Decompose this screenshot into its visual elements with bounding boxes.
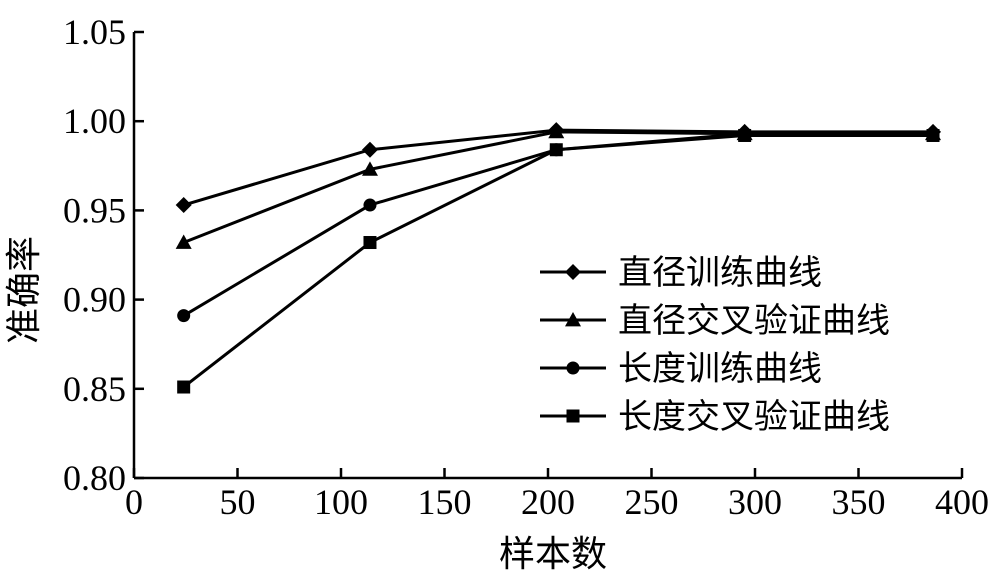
y-ticks: 0.80 0.85 0.90 0.95 1.00 1.05 — [63, 12, 144, 498]
x-ticks: 0 50 100 150 200 250 300 350 400 — [125, 468, 989, 522]
x-tick-label: 0 — [125, 482, 143, 522]
series-triangle — [175, 123, 942, 249]
series-line-diamond — [183, 128, 934, 207]
x-tick-label: 300 — [728, 482, 782, 522]
series-square — [177, 128, 940, 394]
data-point-square — [363, 236, 377, 250]
legend-label: 长度交叉验证曲线 — [618, 397, 890, 437]
legend-marker-diamond — [565, 264, 581, 280]
x-tick-label: 250 — [625, 482, 679, 522]
legend-label: 直径交叉验证曲线 — [618, 301, 890, 341]
legend-marker-triangle — [565, 312, 581, 327]
x-axis-title: 样本数 — [499, 534, 607, 573]
data-point-triangle — [175, 234, 192, 249]
y-tick-label: 1.00 — [63, 101, 126, 141]
y-tick-label: 0.95 — [63, 190, 126, 230]
x-tick-label: 150 — [418, 482, 472, 522]
x-tick-label: 350 — [832, 482, 886, 522]
y-tick-label: 0.80 — [63, 458, 126, 498]
legend-marker-circle — [566, 361, 580, 375]
data-point-diamond — [361, 141, 378, 158]
data-point-square — [177, 380, 191, 394]
y-tick-label: 0.90 — [63, 280, 126, 320]
data-point-square — [926, 128, 940, 142]
legend-label: 长度训练曲线 — [618, 349, 822, 389]
y-axis-title: 准确率 — [4, 236, 45, 344]
x-tick-label: 50 — [220, 482, 256, 522]
legend-item: 长度训练曲线 — [540, 349, 822, 389]
data-point-square — [738, 128, 752, 142]
legend-item: 直径训练曲线 — [540, 253, 822, 293]
data-point-circle — [363, 198, 377, 212]
data-point-triangle — [548, 123, 565, 139]
data-point-diamond — [175, 197, 192, 214]
legend-marker-square — [566, 409, 580, 423]
data-point-triangle — [361, 161, 378, 176]
legend-label: 直径训练曲线 — [618, 253, 822, 293]
data-point-square — [549, 143, 563, 157]
x-tick-label: 400 — [935, 482, 989, 522]
x-tick-label: 100 — [314, 482, 368, 522]
legend-item: 直径交叉验证曲线 — [540, 301, 890, 341]
y-tick-label: 1.05 — [63, 12, 126, 52]
data-point-circle — [177, 309, 191, 323]
plot-area: 0 50 100 150 200 250 300 350 400 0.80 0.85 0.90 0.9… — [63, 12, 989, 522]
legend-item: 长度交叉验证曲线 — [540, 397, 890, 437]
series-circle — [177, 127, 940, 323]
x-tick-label: 200 — [521, 482, 575, 522]
series-layer — [175, 122, 942, 394]
y-tick-label: 0.85 — [63, 369, 126, 409]
